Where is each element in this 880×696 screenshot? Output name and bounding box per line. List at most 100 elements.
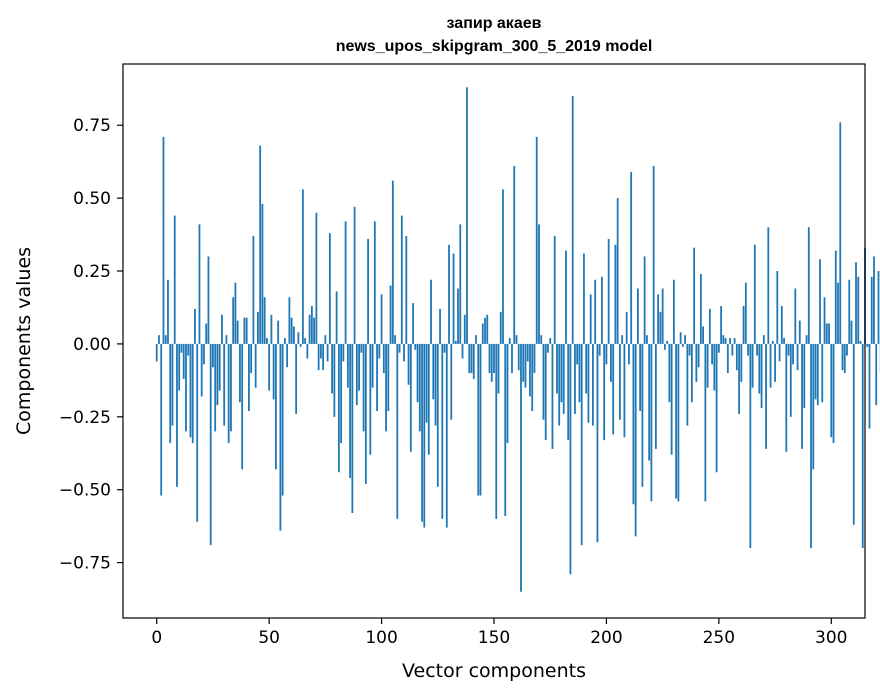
bar <box>576 343 579 365</box>
x-tick-label: 50 <box>258 628 280 648</box>
bar <box>486 314 489 344</box>
bar <box>279 343 282 531</box>
bar <box>650 343 653 502</box>
bar <box>738 343 740 414</box>
bar <box>816 343 819 406</box>
bar <box>286 343 289 368</box>
bar <box>295 343 298 414</box>
y-tick-label: 0.75 <box>73 116 111 136</box>
bar <box>756 343 758 356</box>
bar <box>488 343 491 374</box>
bar <box>382 343 385 374</box>
bar <box>200 343 203 397</box>
bar <box>466 87 468 344</box>
bar <box>319 343 322 359</box>
bar <box>830 343 833 438</box>
bar <box>178 343 181 391</box>
bar <box>308 314 311 344</box>
bar <box>715 343 718 473</box>
bar <box>596 343 599 543</box>
bar <box>758 343 761 394</box>
bar <box>511 343 513 374</box>
bar <box>396 343 399 519</box>
bar <box>315 212 318 344</box>
bar <box>414 343 417 350</box>
bar <box>301 189 304 344</box>
bar <box>877 271 880 344</box>
bar <box>457 288 459 344</box>
bar <box>400 215 403 344</box>
bar <box>275 343 277 470</box>
bar <box>533 343 536 374</box>
bar <box>632 343 635 505</box>
bar <box>313 317 316 344</box>
x-tick-label: 150 <box>478 628 510 648</box>
bar <box>583 253 585 344</box>
y-tick-label: −0.75 <box>59 554 111 574</box>
bar <box>639 343 642 411</box>
bar <box>828 323 830 344</box>
bar <box>690 343 693 403</box>
bar <box>364 343 367 484</box>
bar <box>248 343 250 411</box>
bar <box>740 343 743 382</box>
bar <box>722 335 725 344</box>
bar <box>720 306 722 344</box>
bar <box>765 343 767 449</box>
bar <box>342 343 345 362</box>
bar <box>875 343 878 406</box>
bar <box>684 335 687 344</box>
y-tick-label: 0.00 <box>73 335 111 355</box>
bar <box>535 136 538 344</box>
bar <box>360 343 363 353</box>
bar <box>601 276 603 344</box>
bar <box>616 198 619 344</box>
bar <box>257 311 259 344</box>
y-axis: −0.75 −0.50 −0.25 0.00 0.25 0.50 0.75 <box>59 116 123 574</box>
bar <box>322 343 325 371</box>
bar <box>502 189 504 344</box>
bar <box>769 343 772 388</box>
x-axis: 0 50 100 150 200 250 300 <box>151 618 847 648</box>
y-tick-label: 0.25 <box>73 262 111 282</box>
bar <box>724 338 727 344</box>
bar <box>236 320 239 344</box>
bar <box>155 343 158 362</box>
bar <box>297 332 300 344</box>
bar <box>394 335 396 344</box>
bar <box>221 314 223 344</box>
bar <box>834 250 837 344</box>
bar <box>434 343 437 426</box>
bar <box>497 343 500 394</box>
bar <box>785 343 788 452</box>
bar <box>218 343 221 391</box>
bar <box>326 343 329 362</box>
bar <box>355 343 358 406</box>
bar <box>870 276 873 344</box>
bar <box>439 308 441 344</box>
bar <box>358 343 360 391</box>
bar <box>337 343 340 473</box>
bar <box>839 122 842 344</box>
bar <box>239 343 241 403</box>
bar <box>461 343 464 359</box>
bar <box>443 343 446 353</box>
bar <box>648 343 651 461</box>
bar <box>760 343 763 409</box>
bar <box>706 343 709 388</box>
bar <box>607 238 610 344</box>
bar <box>340 343 342 444</box>
x-tick-label: 300 <box>815 628 847 648</box>
bar <box>787 343 790 356</box>
bar <box>695 343 698 382</box>
bar <box>254 343 257 388</box>
bar <box>614 244 617 344</box>
bars-group <box>155 87 880 592</box>
bar <box>672 279 675 344</box>
bar <box>789 343 792 417</box>
bar <box>261 203 264 344</box>
bar <box>169 343 172 444</box>
bar <box>490 343 493 382</box>
bar <box>625 311 628 344</box>
